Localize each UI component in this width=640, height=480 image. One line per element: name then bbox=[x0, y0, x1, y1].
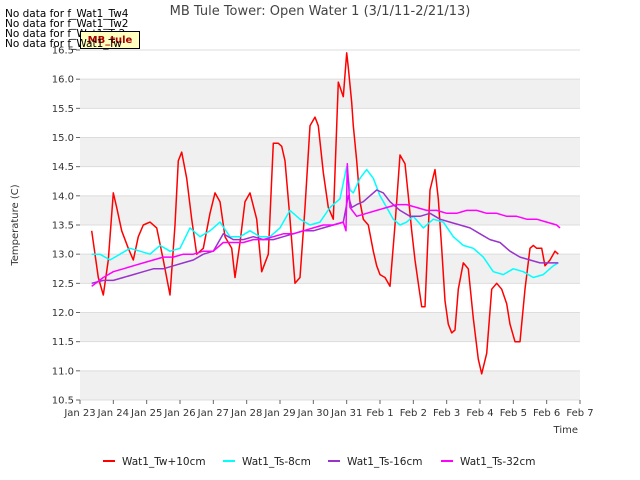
series-line-4 bbox=[91, 162, 561, 287]
x-tick-label: Feb 1 bbox=[366, 408, 393, 419]
x-tick-label: Feb 3 bbox=[433, 408, 460, 419]
x-tick-label: Jan 29 bbox=[263, 408, 295, 419]
y-tick-label: 16.0 bbox=[52, 75, 74, 86]
legend-item-4: Wat1_Ts-32cm bbox=[441, 456, 536, 468]
no-data-message-3: No data for f_Wat1_Ts2 bbox=[5, 28, 126, 40]
no-data-message-2: No data for f_Wat1_Tw2 bbox=[5, 18, 129, 30]
legend-item-2: Wat1_Ts-8cm bbox=[223, 456, 311, 468]
chart-title: MB Tule Tower: Open Water 1 (3/1/11-2/21… bbox=[170, 4, 471, 19]
x-tick-label: Jan 25 bbox=[130, 408, 162, 419]
x-tick-label: Feb 7 bbox=[566, 408, 593, 419]
x-tick-label: Feb 4 bbox=[466, 408, 493, 419]
y-tick-label: 14.5 bbox=[52, 162, 74, 173]
x-axis-title: Time bbox=[553, 425, 578, 436]
y-tick-label: 12.5 bbox=[52, 279, 74, 290]
legend-label: Wat1_Ts-16cm bbox=[347, 456, 423, 468]
grid-band bbox=[80, 137, 580, 167]
y-tick-label: 13.0 bbox=[52, 250, 74, 261]
x-tick-label: Jan 24 bbox=[97, 408, 129, 419]
y-tick-label: 15.5 bbox=[52, 104, 74, 115]
y-tick-label: 14.0 bbox=[52, 191, 74, 202]
legend-item-3: Wat1_Ts-16cm bbox=[328, 456, 423, 468]
grid-band bbox=[80, 312, 580, 342]
y-tick-label: 12.0 bbox=[52, 308, 74, 319]
y-tick-label: 13.5 bbox=[52, 221, 74, 232]
series-layer bbox=[90, 52, 561, 375]
x-tick-label: Jan 23 bbox=[63, 408, 95, 419]
x-axis: Jan 23 Jan 24 Jan 25 Jan 26 Jan 27 Jan 28 Jan … bbox=[63, 400, 594, 419]
legend: Wat1_Tw+10cm Wat1_Ts-8cm Wat1_Ts-16cm Wat1_… bbox=[103, 456, 536, 468]
legend-label: Wat1_Tw+10cm bbox=[122, 456, 206, 468]
site-badge: MB_tule bbox=[80, 31, 140, 49]
y-tick-label: 16.5 bbox=[52, 46, 74, 57]
legend-item-1: Wat1_Tw+10cm bbox=[103, 456, 206, 468]
no-data-message-4: No data for f_Wat1_Tw bbox=[5, 38, 122, 50]
x-tick-label: Feb 2 bbox=[400, 408, 427, 419]
legend-label: Wat1_Ts-8cm bbox=[242, 456, 311, 468]
x-tick-label: Feb 6 bbox=[533, 408, 560, 419]
x-tick-label: Jan 27 bbox=[197, 408, 229, 419]
grid-band bbox=[80, 79, 580, 109]
y-tick-label: 11.0 bbox=[52, 366, 74, 377]
x-tick-label: Jan 28 bbox=[230, 408, 262, 419]
y-axis: 10.5 11.0 11.5 12.0 12.5 13.0 13.5 14.0 14.5 15.0… bbox=[52, 46, 80, 407]
grid-band bbox=[80, 370, 580, 400]
x-tick-label: Feb 5 bbox=[500, 408, 527, 419]
x-tick-label: Jan 30 bbox=[297, 408, 329, 419]
no-data-message-1: No data for f_Wat1_Tw4 bbox=[5, 8, 129, 20]
y-tick-label: 10.5 bbox=[52, 396, 74, 407]
series-line-1 bbox=[90, 52, 559, 375]
y-tick-label: 15.0 bbox=[52, 133, 74, 144]
y-tick-label: 11.5 bbox=[52, 337, 74, 348]
x-tick-label: Jan 31 bbox=[330, 408, 362, 419]
y-axis-title: Temperature (C) bbox=[10, 184, 21, 266]
x-tick-label: Jan 26 bbox=[163, 408, 195, 419]
legend-label: Wat1_Ts-32cm bbox=[460, 456, 536, 468]
